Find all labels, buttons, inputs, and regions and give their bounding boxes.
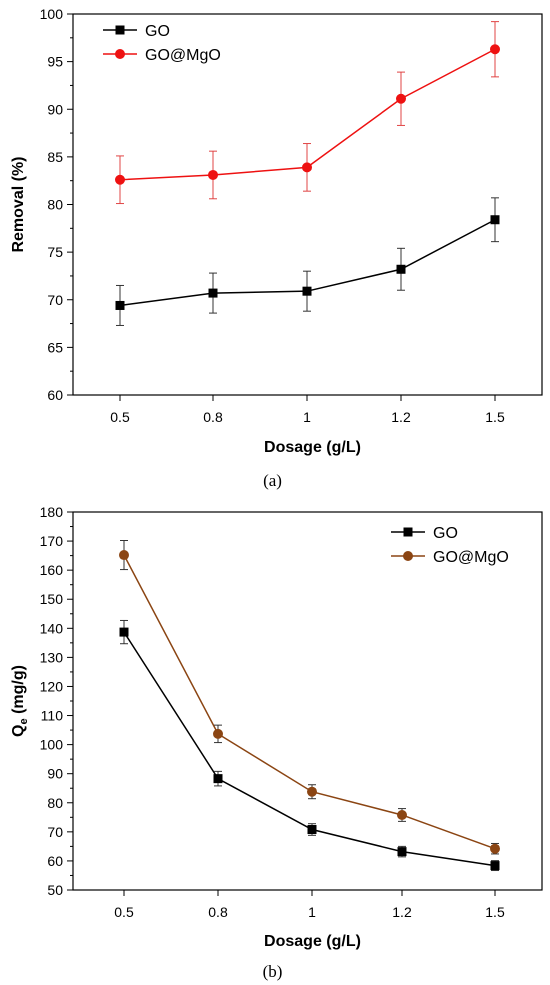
y-tick-label: 150 xyxy=(40,591,64,607)
data-point xyxy=(307,825,317,835)
series-go-mgo xyxy=(115,21,500,205)
series-go xyxy=(119,619,500,872)
data-point xyxy=(115,174,125,185)
y-axis-title-rest: (mg/g) xyxy=(10,665,27,718)
chart-panel-a: 60 65 70 75 80 85 90 95 100 0.5 0.8 1 1.2 1.5 Dosage (… xyxy=(10,6,543,490)
x-tick-label: 1.5 xyxy=(485,904,505,920)
legend: GO GO@MgO xyxy=(391,525,509,566)
figure-caption: (a) xyxy=(263,471,282,490)
y-tick-label: 75 xyxy=(47,244,63,260)
legend-marker xyxy=(403,551,413,561)
y-tick-label: 90 xyxy=(47,766,63,782)
x-tick-label: 0.5 xyxy=(110,409,130,425)
y-tick-label: 80 xyxy=(47,795,63,811)
data-point xyxy=(490,44,500,55)
x-tick-label: 1.2 xyxy=(392,904,412,920)
legend-label: GO xyxy=(145,23,170,40)
chart-panel-b: 50 60 70 80 90 100 110 120 130 140 150 160 170 180 0.5… xyxy=(10,504,543,981)
data-point xyxy=(490,861,500,871)
y-tick-label: 100 xyxy=(40,6,64,22)
series-go xyxy=(115,197,500,326)
data-point xyxy=(397,847,407,857)
y-axis-title: Qe (mg/g) xyxy=(10,665,30,737)
y-tick-label: 60 xyxy=(47,853,63,869)
plot-frame xyxy=(72,13,543,396)
y-tick-label: 120 xyxy=(40,678,64,694)
data-point xyxy=(119,550,129,561)
x-axis-title: Dosage (g/L) xyxy=(264,933,361,950)
y-tick-label: 160 xyxy=(40,562,64,578)
legend-marker xyxy=(403,527,413,537)
y-tick-label: 95 xyxy=(47,54,63,70)
x-tick-label: 0.8 xyxy=(208,904,228,920)
data-point xyxy=(119,627,129,637)
data-point xyxy=(208,288,218,298)
data-point xyxy=(115,300,125,310)
x-tick-label: 1.2 xyxy=(391,409,411,425)
y-tick-label: 70 xyxy=(47,824,63,840)
data-point xyxy=(213,774,223,784)
y-tick-label: 80 xyxy=(47,197,63,213)
data-point xyxy=(396,264,406,274)
legend-marker xyxy=(115,49,125,59)
y-tick-label: 110 xyxy=(41,708,64,724)
data-point xyxy=(208,169,218,180)
series-line xyxy=(123,554,496,850)
x-tick-label: 1 xyxy=(308,904,316,920)
y-tick-label: 60 xyxy=(47,387,63,403)
y-tick-label: 130 xyxy=(40,649,64,665)
series-go-mgo xyxy=(119,539,500,855)
data-point xyxy=(490,215,500,225)
legend-label: GO@MgO xyxy=(433,549,509,566)
data-point xyxy=(307,786,317,797)
legend: GO GO@MgO xyxy=(103,23,221,64)
y-tick-label: 170 xyxy=(40,533,64,549)
y-axis-title-subscript: e xyxy=(18,718,30,724)
x-axis-title: Dosage (g/L) xyxy=(264,439,361,456)
y-axis-title-main: Q xyxy=(10,725,27,737)
figure-caption: (b) xyxy=(263,962,283,981)
y-tick-label: 70 xyxy=(47,292,63,308)
data-point xyxy=(302,162,312,173)
x-tick-label: 1.5 xyxy=(485,409,505,425)
y-tick-label: 85 xyxy=(47,149,63,165)
data-point xyxy=(490,843,500,854)
x-tick-label: 0.5 xyxy=(114,904,134,920)
y-tick-label: 90 xyxy=(47,101,63,117)
y-tick-label: 180 xyxy=(40,504,64,520)
y-tick-label: 140 xyxy=(40,620,64,636)
legend-marker xyxy=(115,25,125,35)
data-point xyxy=(213,728,223,739)
x-tick-label: 0.8 xyxy=(203,409,223,425)
y-tick-label: 50 xyxy=(47,882,63,898)
data-point xyxy=(302,286,312,296)
y-tick-label: 65 xyxy=(47,339,63,355)
legend-label: GO@MgO xyxy=(145,47,221,64)
y-tick-label: 100 xyxy=(40,737,64,753)
data-point xyxy=(397,809,407,820)
x-tick-label: 1 xyxy=(303,409,311,425)
legend-label: GO xyxy=(433,525,458,542)
data-point xyxy=(396,93,406,104)
y-axis-title: Removal (%) xyxy=(10,156,27,252)
